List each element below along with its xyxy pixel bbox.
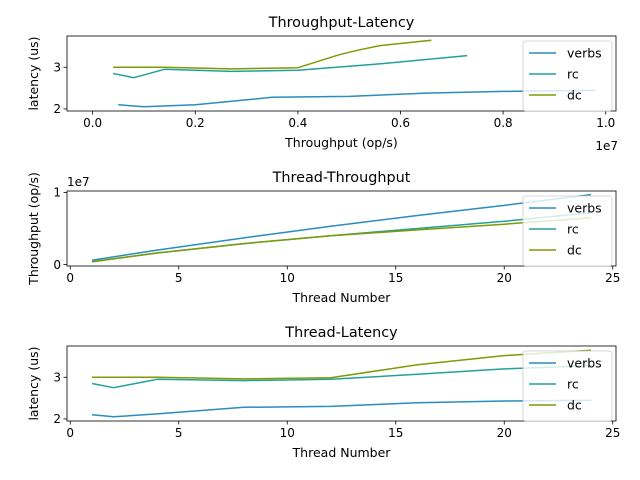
x-tick-label: 15 <box>388 271 403 285</box>
chart-title: Thread-Throughput <box>272 170 411 186</box>
legend-label-rc: rc <box>567 222 579 237</box>
x-tick-label: 0 <box>66 271 74 285</box>
x-tick-label: 10 <box>280 426 295 440</box>
x-tick-label: 5 <box>175 426 183 440</box>
series-line-verbs <box>118 89 596 108</box>
legend-label-verbs: verbs <box>567 356 602 371</box>
y-tick-label: 1 <box>53 186 61 200</box>
x-axis-label: Thread Number <box>292 290 392 305</box>
y-axis-label: latency (us) <box>26 346 41 420</box>
legend-label-dc: dc <box>567 243 582 258</box>
x-tick-label: 25 <box>605 271 620 285</box>
x-tick-label: 0.0 <box>83 116 102 130</box>
x-tick-label: 20 <box>497 426 512 440</box>
legend: verbs rc dc <box>522 350 613 422</box>
y-tick-label: 3 <box>53 60 61 74</box>
x-tick-label: 1.0 <box>596 116 615 130</box>
legend-label-verbs: verbs <box>567 46 602 61</box>
legend-label-dc: dc <box>567 398 582 413</box>
series-line-rc <box>113 54 468 79</box>
legend-label-rc: rc <box>567 67 579 82</box>
y-axis-label: latency (us) <box>26 36 41 110</box>
legend: verbs rc dc <box>522 40 613 112</box>
x-offset-label: 1e7 <box>595 139 618 153</box>
x-tick-label: 0.4 <box>288 116 307 130</box>
legend-box <box>522 40 613 112</box>
x-tick-label: 0.6 <box>391 116 410 130</box>
y-tick-label: 2 <box>53 102 61 116</box>
y-tick-label: 0 <box>53 258 61 272</box>
series-line-verbs <box>91 399 592 418</box>
y-tick-label: 2 <box>53 412 61 426</box>
subplot-3: Thread-Latency 0 5 10 15 20 25 2 3 Thread Number l… <box>26 325 620 460</box>
series-line-rc <box>91 364 592 389</box>
x-axis-label: Thread Number <box>292 445 392 460</box>
legend-label-verbs: verbs <box>567 201 602 216</box>
x-tick-label: 0 <box>66 426 74 440</box>
x-tick-label: 25 <box>605 426 620 440</box>
chart-title: Thread-Latency <box>284 325 398 341</box>
subplot-1: Throughput-Latency 0.0 0.2 0.4 0.6 0.8 1.0 2 3 Th… <box>26 15 618 153</box>
series-line-dc <box>92 349 592 380</box>
x-tick-label: 0.2 <box>186 116 205 130</box>
legend-label-rc: rc <box>567 377 579 392</box>
axes-frame <box>66 35 617 112</box>
series-line-verbs <box>91 193 592 261</box>
subplot-2: Thread-Throughput 0 5 10 15 20 25 0 1 Thread Numb… <box>26 170 620 305</box>
y-axis-label: Throughput (op/s) <box>26 172 41 286</box>
chart-title: Throughput-Latency <box>268 15 415 31</box>
y-tick-label: 3 <box>53 370 61 384</box>
x-tick-label: 0.8 <box>494 116 513 130</box>
series-line-dc <box>113 39 432 70</box>
x-tick-label: 15 <box>388 426 403 440</box>
x-tick-label: 20 <box>497 271 512 285</box>
legend-box <box>522 350 613 422</box>
series-line-dc <box>91 216 592 263</box>
legend-label-dc: dc <box>567 88 582 103</box>
x-tick-label: 10 <box>280 271 295 285</box>
axes-frame <box>66 190 617 267</box>
axes-frame <box>66 345 617 422</box>
legend-box <box>522 195 613 267</box>
y-offset-label: 1e7 <box>67 175 90 189</box>
legend: verbs rc dc <box>522 195 613 267</box>
x-axis-label: Throughput (op/s) <box>284 135 398 150</box>
x-tick-label: 5 <box>175 271 183 285</box>
